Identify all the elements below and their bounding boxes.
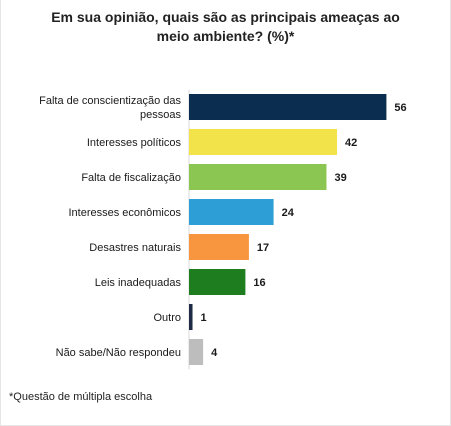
footnote: *Questão de múltipla escolha [9, 391, 153, 403]
category-label: Leis inadequadas [95, 277, 182, 289]
bar [189, 339, 204, 365]
category-label: Interesses econômicos [69, 207, 182, 219]
bar [189, 199, 274, 225]
data-label: 4 [211, 347, 218, 359]
data-label: 24 [282, 207, 295, 219]
category-label: Falta de conscientização das pessoas [39, 95, 181, 121]
chart-title: Em sua opinião, quais são as principais … [51, 9, 400, 44]
category-label: Outro [153, 312, 181, 324]
data-label: 42 [345, 137, 357, 149]
category-label: Desastres naturais [89, 242, 181, 254]
category-label: Falta de fiscalização [81, 172, 181, 184]
bar [189, 304, 193, 330]
data-label: 17 [257, 242, 269, 254]
data-label: 56 [394, 102, 406, 114]
category-label: Não sabe/Não respondeu [56, 347, 181, 359]
bar [189, 94, 387, 120]
bar [189, 129, 338, 155]
data-label: 1 [201, 312, 207, 324]
bar [189, 269, 246, 295]
data-label: 16 [253, 277, 265, 289]
bar [189, 164, 327, 190]
data-label: 39 [334, 172, 346, 184]
bar [189, 234, 249, 260]
category-label: Interesses políticos [87, 137, 182, 149]
